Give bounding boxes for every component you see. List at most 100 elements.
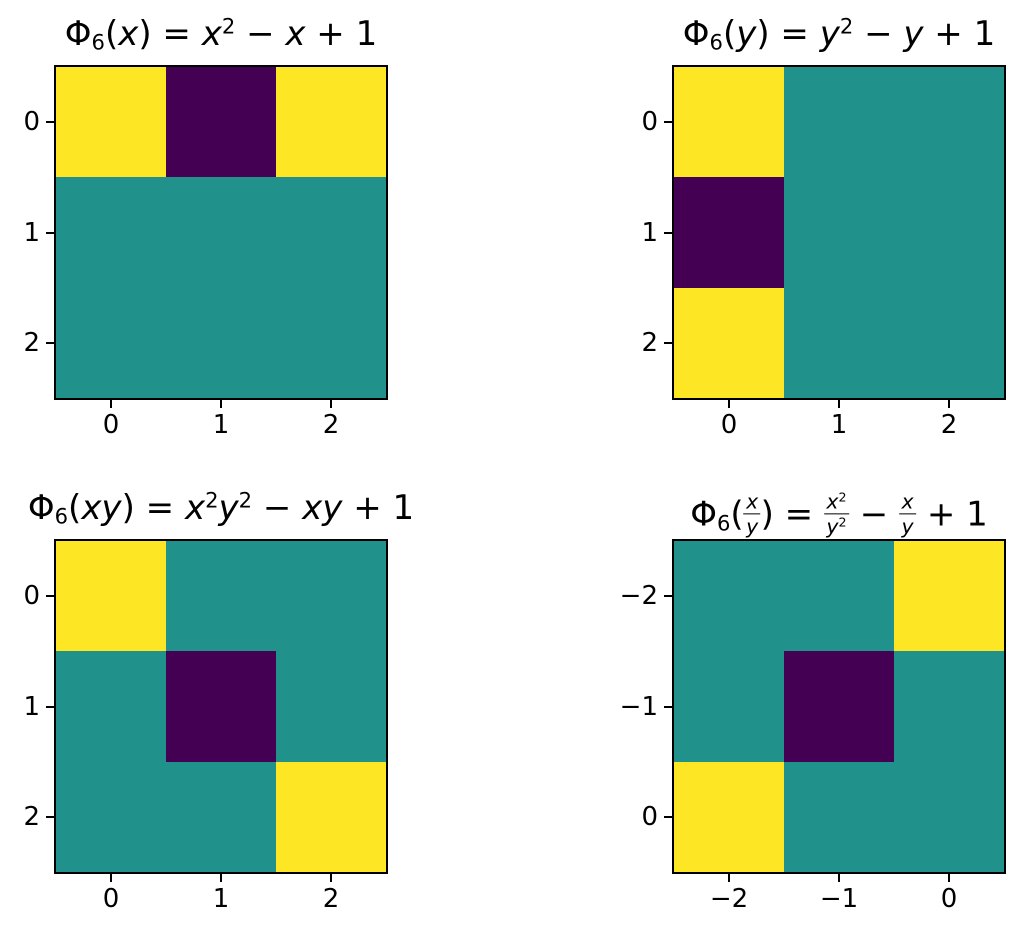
math-segment: =: [151, 14, 202, 55]
y-tick-mark: [46, 341, 54, 344]
y-tick-label: 0: [641, 107, 658, 138]
x-tick-label: −2: [709, 884, 749, 914]
math-segment: x: [826, 489, 839, 514]
y-tick-label: 0: [641, 801, 658, 832]
heatmap-cell: [894, 67, 1004, 178]
math-segment: y: [903, 14, 924, 55]
math-segment: 2: [839, 13, 854, 39]
plot-title: Φ6(y) = y2 − y + 1: [683, 14, 995, 55]
math-segment: (: [730, 494, 744, 535]
fraction-denominator: y: [902, 515, 914, 538]
heatmap-cell: [56, 651, 166, 762]
heatmap-cell: [674, 67, 784, 178]
x-tick-mark: [110, 874, 112, 882]
heatmap-cell: [56, 287, 166, 398]
x-tick-mark: [948, 874, 950, 882]
fraction: x2 y2: [823, 489, 849, 537]
y-tick-mark: [664, 815, 672, 818]
math-segment: 2: [838, 489, 847, 505]
heatmap-cell: [784, 541, 894, 652]
math-segment: Φ: [682, 14, 710, 55]
math-segment: 2: [838, 513, 847, 529]
x-tick-label: 0: [720, 410, 738, 440]
math-segment: −: [848, 494, 900, 535]
heatmap-cell: [166, 287, 276, 398]
heatmap: [674, 541, 1004, 872]
heatmap: [56, 67, 386, 398]
heatmap-cell: [276, 761, 386, 872]
heatmap-cell: [674, 651, 784, 762]
heatmap-cell: [166, 541, 276, 652]
x-tick-mark: [838, 874, 840, 882]
math-segment: =: [134, 488, 185, 529]
y-tick-label: −2: [619, 581, 658, 612]
math-segment: + 1: [923, 14, 996, 55]
math-segment: + 1: [305, 14, 378, 55]
fraction-numerator: x: [899, 490, 917, 515]
math-segment: 6: [716, 509, 731, 535]
math-segment: 6: [54, 503, 69, 529]
heatmap-cell: [276, 67, 386, 178]
heatmap-cell: [276, 651, 386, 762]
heatmap-cell: [894, 651, 1004, 762]
math-segment: ): [121, 488, 135, 529]
x-tick-mark: [110, 400, 112, 408]
math-segment: xy: [81, 488, 122, 529]
heatmap-cell: [56, 177, 166, 288]
math-segment: =: [773, 494, 824, 535]
heatmap-cell: [784, 67, 894, 178]
heatmap-cell: [166, 651, 276, 762]
math-segment: y: [736, 14, 757, 55]
y-tick-mark: [46, 231, 54, 234]
math-segment: y: [901, 513, 914, 538]
x-tick-label: 2: [322, 884, 340, 914]
math-segment: x: [184, 488, 206, 529]
y-tick-mark: [46, 121, 54, 124]
y-tick-label: 1: [641, 217, 658, 248]
math-segment: =: [769, 14, 820, 55]
heatmap-cell: [166, 761, 276, 872]
y-tick-mark: [46, 595, 54, 598]
math-segment: (: [104, 14, 119, 55]
x-tick-mark: [220, 400, 222, 408]
x-tick-mark: [330, 874, 332, 882]
math-segment: x: [201, 14, 222, 55]
heatmap-cell: [784, 177, 894, 288]
x-tick-label: −1: [819, 884, 859, 914]
y-tick-mark: [664, 231, 672, 234]
math-segment: y: [746, 513, 759, 538]
y-tick-label: 2: [641, 327, 658, 358]
x-tick-mark: [948, 400, 950, 408]
math-segment: −: [235, 14, 286, 55]
x-tick-label: 0: [102, 884, 120, 914]
y-tick-label: 1: [23, 691, 40, 722]
y-tick-label: 0: [23, 581, 40, 612]
math-segment: ): [138, 14, 152, 55]
x-tick-label: 0: [102, 410, 120, 440]
heatmap: [56, 541, 386, 872]
plot-title: Φ6(xy) = x2y2 − xy + 1: [28, 488, 414, 529]
math-segment: 6: [709, 29, 723, 55]
y-tick-label: 2: [23, 327, 40, 358]
heatmap-cell: [276, 541, 386, 652]
math-segment: y: [819, 14, 840, 55]
y-tick-mark: [46, 815, 54, 818]
math-segment: + 1: [342, 488, 415, 529]
math-segment: Φ: [27, 488, 55, 529]
math-segment: (: [68, 488, 82, 529]
math-segment: Φ: [64, 14, 92, 55]
math-segment: (: [722, 14, 737, 55]
math-segment: x: [118, 14, 139, 55]
heatmap-cell: [784, 287, 894, 398]
y-tick-label: −1: [619, 691, 658, 722]
x-tick-label: 2: [940, 410, 958, 440]
fraction-denominator: y: [746, 515, 758, 538]
x-tick-mark: [728, 874, 730, 882]
y-tick-mark: [664, 595, 672, 598]
heatmap-cell: [674, 287, 784, 398]
math-segment: ): [760, 494, 774, 535]
heatmap-cell: [166, 67, 276, 178]
